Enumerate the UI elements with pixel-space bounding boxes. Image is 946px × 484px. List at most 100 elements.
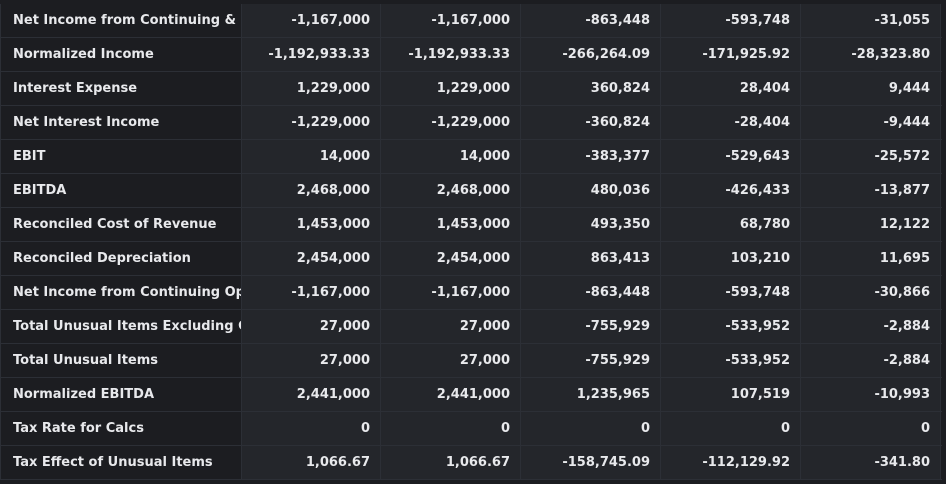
value-cell: -1,167,000	[242, 4, 381, 37]
table-row[interactable]: Interest Expense 1,229,000 1,229,000 360,82…	[0, 72, 942, 106]
row-label: Reconciled Cost of Revenue	[0, 208, 242, 241]
value-cell: 2,468,000	[242, 174, 381, 207]
table-row[interactable]: Total Unusual Items Excluding G... 27,000…	[0, 310, 942, 344]
value-cell: -1,229,000	[381, 106, 521, 139]
value-cell: 27,000	[381, 310, 521, 343]
row-label: Normalized EBITDA	[0, 378, 242, 411]
value-cell: 103,210	[661, 242, 801, 275]
value-cell: 1,066.67	[242, 446, 381, 479]
value-cell: 1,066.67	[381, 446, 521, 479]
value-cell: 27,000	[381, 344, 521, 377]
value-cell: 2,441,000	[242, 378, 381, 411]
value-cell: 68,780	[661, 208, 801, 241]
row-label: Normalized Income	[0, 38, 242, 71]
value-cell: -1,229,000	[242, 106, 381, 139]
value-cell: 2,441,000	[381, 378, 521, 411]
value-cell: 27,000	[242, 344, 381, 377]
table-row[interactable]: Net Interest Income -1,229,000 -1,229,000-…	[0, 106, 942, 140]
value-cell: 12,122	[801, 208, 941, 241]
value-cell: -863,448	[521, 276, 661, 309]
table-row[interactable]: EBITDA 2,468,000 2,468,000 480,036 -426,433-…	[0, 174, 942, 208]
row-label: Net Interest Income	[0, 106, 242, 139]
table-row[interactable]: Normalized Income -1,192,933.33 -1,192,933…	[0, 38, 942, 72]
table-row[interactable]: Normalized EBITDA 2,441,000 2,441,000 1,235…	[0, 378, 942, 412]
value-cell: 1,453,000	[381, 208, 521, 241]
value-cell: -1,167,000	[242, 276, 381, 309]
value-cell: -25,572	[801, 140, 941, 173]
row-label: Net Income from Continuing & D...	[0, 4, 242, 37]
value-cell: 1,235,965	[521, 378, 661, 411]
value-cell: -112,129.92	[661, 446, 801, 479]
value-cell: 1,229,000	[381, 72, 521, 105]
value-cell: 1,229,000	[242, 72, 381, 105]
value-cell: -266,264.09	[521, 38, 661, 71]
row-label: Reconciled Depreciation	[0, 242, 242, 275]
value-cell: 14,000	[381, 140, 521, 173]
value-cell: -383,377	[521, 140, 661, 173]
value-cell: -533,952	[661, 344, 801, 377]
value-cell: -593,748	[661, 4, 801, 37]
value-cell: 0	[242, 412, 381, 445]
value-cell: 2,468,000	[381, 174, 521, 207]
row-label: Total Unusual Items Excluding G...	[0, 310, 242, 343]
value-cell: 27,000	[242, 310, 381, 343]
table-row[interactable]: EBIT 14,000 14,000 -383,377 -529,643 -25,572	[0, 140, 942, 174]
table-row[interactable]: Tax Effect of Unusual Items 1,066.67 1,066…	[0, 446, 942, 480]
value-cell: 14,000	[242, 140, 381, 173]
value-cell: -28,323.80	[801, 38, 941, 71]
value-cell: -593,748	[661, 276, 801, 309]
value-cell: -360,824	[521, 106, 661, 139]
value-cell: 0	[521, 412, 661, 445]
value-cell: -2,884	[801, 344, 941, 377]
value-cell: -755,929	[521, 344, 661, 377]
value-cell: 9,444	[801, 72, 941, 105]
value-cell: -10,993	[801, 378, 941, 411]
value-cell: -863,448	[521, 4, 661, 37]
value-cell: 2,454,000	[381, 242, 521, 275]
value-cell: -1,192,933.33	[242, 38, 381, 71]
value-cell: 0	[801, 412, 941, 445]
value-cell: 28,404	[661, 72, 801, 105]
value-cell: -1,167,000	[381, 4, 521, 37]
table-row[interactable]: Tax Rate for Calcs 0 0 0 0 0	[0, 412, 942, 446]
table-row[interactable]: Reconciled Cost of Revenue 1,453,000 1,453…	[0, 208, 942, 242]
value-cell: -755,929	[521, 310, 661, 343]
row-label: Tax Rate for Calcs	[0, 412, 242, 445]
value-cell: -426,433	[661, 174, 801, 207]
value-cell: 863,413	[521, 242, 661, 275]
value-cell: 107,519	[661, 378, 801, 411]
value-cell: -533,952	[661, 310, 801, 343]
row-label: EBIT	[0, 140, 242, 173]
value-cell: -341.80	[801, 446, 941, 479]
value-cell: 360,824	[521, 72, 661, 105]
table-row[interactable]: Net Income from Continuing Op... -1,167,0…	[0, 276, 942, 310]
value-cell: -31,055	[801, 4, 941, 37]
row-label: EBITDA	[0, 174, 242, 207]
value-cell: -28,404	[661, 106, 801, 139]
value-cell: 2,454,000	[242, 242, 381, 275]
row-label: Net Income from Continuing Op...	[0, 276, 242, 309]
row-label: Total Unusual Items	[0, 344, 242, 377]
value-cell: 0	[381, 412, 521, 445]
value-cell: -9,444	[801, 106, 941, 139]
value-cell: -13,877	[801, 174, 941, 207]
row-label: Tax Effect of Unusual Items	[0, 446, 242, 479]
table-row[interactable]: Net Income from Continuing & D... -1,167,…	[0, 0, 942, 38]
value-cell: -1,167,000	[381, 276, 521, 309]
table-right-edge	[942, 0, 946, 484]
value-cell: 1,453,000	[242, 208, 381, 241]
table-row[interactable]: Total Unusual Items 27,000 27,000 -755,929-…	[0, 344, 942, 378]
value-cell: -158,745.09	[521, 446, 661, 479]
value-cell: 493,350	[521, 208, 661, 241]
table-row[interactable]: Reconciled Depreciation 2,454,000 2,454,00…	[0, 242, 942, 276]
value-cell: -2,884	[801, 310, 941, 343]
value-cell: -1,192,933.33	[381, 38, 521, 71]
row-label: Interest Expense	[0, 72, 242, 105]
value-cell: 0	[661, 412, 801, 445]
value-cell: -171,925.92	[661, 38, 801, 71]
value-cell: 480,036	[521, 174, 661, 207]
value-cell: 11,695	[801, 242, 941, 275]
value-cell: -529,643	[661, 140, 801, 173]
value-cell: -30,866	[801, 276, 941, 309]
